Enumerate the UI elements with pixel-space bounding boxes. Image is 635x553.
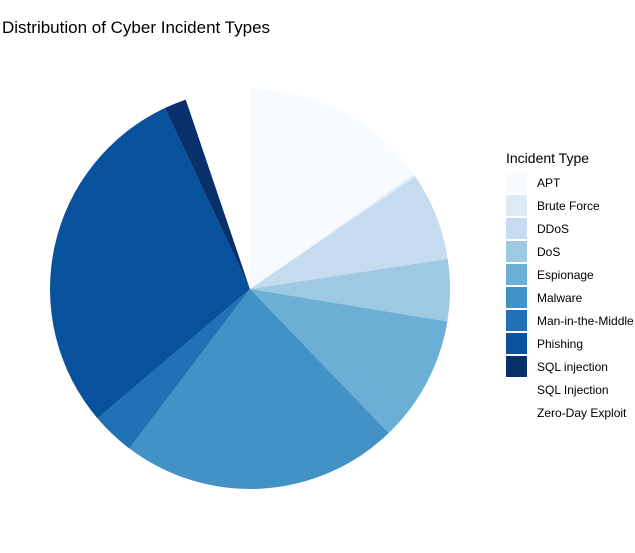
legend-swatch bbox=[506, 310, 527, 331]
pie-slice-espionage bbox=[250, 289, 448, 434]
legend-item: DDoS bbox=[506, 217, 634, 240]
legend-label: Zero-Day Exploit bbox=[537, 405, 627, 420]
legend-label: SQL Injection bbox=[537, 382, 609, 397]
pie-chart bbox=[49, 89, 450, 489]
legend-label: Brute Force bbox=[537, 198, 600, 213]
pie-slice-sql-injection bbox=[164, 99, 250, 289]
legend-label: SQL injection bbox=[537, 359, 608, 374]
legend-swatch bbox=[506, 172, 527, 193]
legend-label: APT bbox=[537, 175, 561, 190]
legend-label: DDoS bbox=[537, 221, 570, 236]
legend-swatch bbox=[506, 356, 527, 377]
legend-item: DoS bbox=[506, 240, 634, 263]
pie-slice-dos bbox=[250, 258, 450, 322]
legend-item: Malware bbox=[506, 286, 634, 309]
legend-label: Malware bbox=[537, 290, 583, 305]
legend: Incident Type APT Brute Force DDoS DoS Espio… bbox=[506, 150, 634, 424]
pie-slice-apt bbox=[250, 89, 414, 289]
legend-item: SQL Injection bbox=[506, 378, 634, 401]
legend-title: Incident Type bbox=[506, 150, 590, 166]
legend-swatch bbox=[506, 287, 527, 308]
legend-label: Phishing bbox=[537, 336, 584, 351]
legend-swatch bbox=[506, 402, 527, 423]
legend-item: Phishing bbox=[506, 332, 634, 355]
pie-slice-phishing bbox=[49, 108, 251, 419]
pie-slice-ddos bbox=[250, 176, 448, 289]
legend-swatch bbox=[506, 195, 527, 216]
legend-label: Espionage bbox=[537, 267, 594, 282]
pie-slice-man-in-the-middle bbox=[97, 289, 250, 449]
chart-title: Distribution of Cyber Incident Types bbox=[2, 18, 271, 37]
legend-label: DoS bbox=[537, 244, 561, 259]
pie-slice-brute-force bbox=[250, 174, 416, 289]
legend-item: Zero-Day Exploit bbox=[506, 401, 634, 424]
legend-item: Espionage bbox=[506, 263, 634, 286]
legend-item: APT bbox=[506, 171, 634, 194]
legend-swatch bbox=[506, 333, 527, 354]
legend-label: Man-in-the-Middle bbox=[537, 313, 634, 328]
legend-swatch bbox=[506, 241, 527, 262]
legend-item: Man-in-the-Middle bbox=[506, 309, 634, 332]
legend-item: Brute Force bbox=[506, 194, 634, 217]
pie-slice-zero-day-exploit bbox=[185, 89, 250, 289]
legend-items: APT Brute Force DDoS DoS Espionage Malware Man… bbox=[506, 171, 634, 424]
legend-swatch bbox=[506, 379, 527, 400]
legend-swatch bbox=[506, 218, 527, 239]
legend-swatch bbox=[506, 264, 527, 285]
legend-item: SQL injection bbox=[506, 355, 634, 378]
pie-slice-malware bbox=[129, 289, 389, 489]
